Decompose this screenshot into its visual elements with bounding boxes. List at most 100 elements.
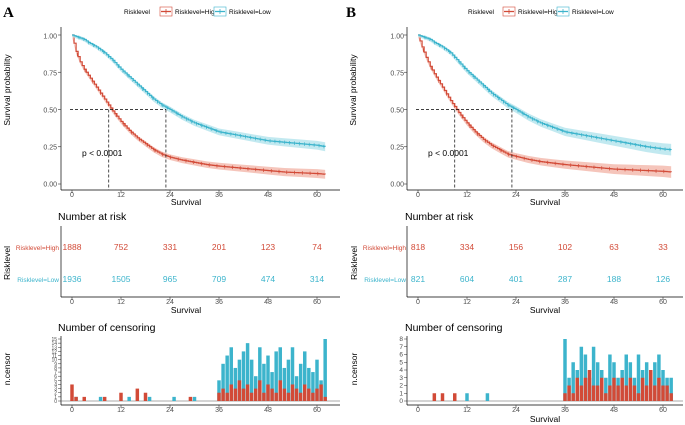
- censor-xtick-label: 48: [264, 407, 272, 414]
- censor-plot: Number of censoring n.censor 01234567891…: [2, 322, 340, 414]
- censor-ytick-label: 3: [54, 387, 57, 393]
- censor-bar-high: [624, 385, 628, 401]
- censor-bar-high: [135, 388, 140, 401]
- km-ytick-label: 0.25: [390, 145, 404, 152]
- censor-bar-low: [669, 377, 673, 401]
- censor-xtick-label: 48: [610, 407, 618, 414]
- risk-count: 33: [658, 242, 668, 252]
- km-xtick-label: 48: [264, 192, 272, 199]
- panel-a: A Risklevel Risklevel=High Risklevel=Low…: [2, 5, 340, 414]
- censor-ytick-label: 10: [51, 358, 57, 364]
- risk-x-ticks: 0 12 24 36 48 60: [70, 299, 321, 306]
- risk-count: 188: [607, 274, 621, 284]
- risk-row-high: 818 334 156 102 63 33: [411, 242, 668, 252]
- censor-ytick-label: 6: [54, 374, 57, 380]
- risk-xtick-label: 0: [70, 299, 74, 306]
- km-xtick-label: 60: [659, 192, 667, 199]
- panel-letter: A: [3, 5, 14, 21]
- km-plot: Survival probability Survival 0.00 0.25 …: [2, 27, 340, 207]
- censor-ytick-label: 2: [399, 383, 403, 390]
- legend-key-low: [556, 6, 570, 17]
- censor-bar-low: [644, 362, 649, 401]
- censor-bar-low: [241, 351, 246, 401]
- censor-bar-high: [657, 377, 661, 401]
- censor-xtick-label: 24: [166, 407, 174, 414]
- risk-xtick-label: 24: [166, 299, 174, 306]
- censor-bar-low: [290, 347, 295, 401]
- censor-ylabel: n.censor: [349, 353, 359, 386]
- censor-bar-low: [262, 363, 266, 401]
- censor-bar-low: [604, 377, 608, 401]
- censor-bar-high: [432, 393, 437, 401]
- risk-table: Number at risk Risklevel Risklevel=High …: [349, 211, 683, 315]
- censor-bar-low: [233, 367, 238, 401]
- censor-bar-low: [274, 351, 278, 401]
- censor-bar-low: [237, 359, 242, 401]
- km-ci-band-low: [72, 35, 326, 152]
- risk-count: 965: [163, 274, 177, 284]
- censor-bar-high: [262, 392, 266, 401]
- censor-bar-low: [127, 396, 131, 401]
- censor-bar-high: [636, 393, 641, 401]
- risk-xtick-label: 36: [215, 299, 223, 306]
- risk-row-low: 1936 1505 965 709 474 314: [63, 274, 325, 284]
- censor-bar-high: [644, 385, 649, 401]
- censor-ytick-label: 5: [54, 378, 57, 384]
- censor-ytick-label: 1: [399, 390, 403, 397]
- legend-label-high: Risklevel=High: [518, 9, 562, 16]
- censor-bar-high: [440, 393, 445, 401]
- km-xtick-label: 36: [215, 192, 223, 199]
- censor-bar-high: [453, 393, 457, 401]
- censor-bar-low: [653, 362, 657, 401]
- km-xlabel: Survival: [530, 197, 560, 207]
- censor-bar-high: [266, 384, 270, 401]
- censor-bar-high: [278, 380, 282, 401]
- risk-xlabel: Survival: [171, 305, 201, 315]
- censor-bar-low: [278, 347, 282, 401]
- km-xlabel: Survival: [171, 197, 201, 207]
- risk-count: 1505: [112, 274, 131, 284]
- censor-bar-low: [245, 343, 250, 401]
- km-curve-high: [72, 34, 326, 175]
- censor-xlabel: Survival: [530, 414, 560, 424]
- censor-ytick-label: 0: [399, 398, 403, 405]
- censor-bar-low: [624, 354, 628, 401]
- km-plot: Survival probability Survival 0.00 0.25 …: [348, 27, 683, 207]
- risk-count: 752: [114, 242, 128, 252]
- censor-bar-high: [319, 384, 323, 401]
- risk-count: 314: [310, 274, 324, 284]
- censor-bar-low: [608, 354, 612, 401]
- risk-row-label-high: Risklevel=High: [363, 245, 407, 252]
- censor-bar-low: [282, 367, 287, 401]
- censor-bar-low: [286, 359, 291, 401]
- censor-bar-low: [323, 339, 327, 401]
- censor-bar-high: [604, 393, 608, 401]
- censor-bar-high: [70, 384, 74, 401]
- risk-count: 709: [212, 274, 226, 284]
- censor-bar-high: [583, 377, 588, 401]
- censor-bar-high: [628, 377, 633, 401]
- risk-count: 331: [163, 242, 177, 252]
- censor-bar-high: [188, 396, 193, 401]
- risk-count: 1888: [63, 242, 82, 252]
- censor-bar-high: [282, 388, 287, 401]
- legend-key-high: [159, 6, 173, 17]
- risk-table-ylabel: Risklevel: [349, 246, 359, 280]
- censor-bar-high: [653, 385, 657, 401]
- censor-xtick-label: 36: [561, 407, 569, 414]
- censor-bar-high: [661, 385, 665, 401]
- p-value: p < 0.0001: [428, 148, 469, 158]
- risk-row-label-low: Risklevel=Low: [17, 277, 59, 284]
- km-ytick-label: 0.75: [43, 71, 57, 78]
- censor-bar-high: [298, 392, 303, 401]
- censor-bar-low: [579, 346, 584, 401]
- censor-ytick-label: 5: [399, 359, 403, 366]
- risk-count: 126: [656, 274, 670, 284]
- censor-bar-low: [192, 396, 197, 401]
- censor-bar-high: [270, 388, 274, 401]
- censor-bar-low: [229, 347, 233, 401]
- censor-bar-high: [294, 388, 299, 401]
- p-value: p < 0.0001: [82, 148, 123, 158]
